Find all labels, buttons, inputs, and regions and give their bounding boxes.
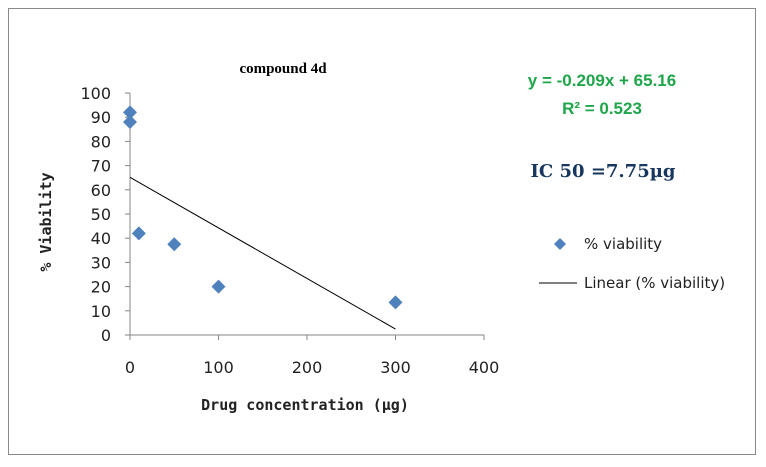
data-point-3 xyxy=(167,237,182,252)
data-point-4 xyxy=(211,279,226,294)
x-axis-label: Drug concentration (µg) xyxy=(201,396,409,414)
trendline xyxy=(129,176,396,330)
r-squared-label: R² = 0.523 xyxy=(562,99,642,118)
x-tick-label: 300 xyxy=(380,358,411,377)
legend-marker-diamond xyxy=(554,238,566,250)
data-point-2 xyxy=(131,226,146,241)
x-tick-label: 200 xyxy=(292,358,323,377)
legend-label-linear: Linear (% viability) xyxy=(584,274,725,292)
y-tick-label: 20 xyxy=(91,278,111,297)
data-points xyxy=(123,105,403,310)
x-tick-label: 400 xyxy=(469,358,500,377)
y-axis-ticks: 0 10 20 30 40 50 60 70 80 90 100 xyxy=(80,84,130,345)
ic50-label: IC 50 =7.75µg xyxy=(530,161,675,182)
y-tick-label: 0 xyxy=(101,326,111,345)
data-point-5 xyxy=(388,295,403,310)
chart-frame xyxy=(8,8,756,455)
trendline-equation: y = -0.209x + 65.16 xyxy=(528,71,676,90)
y-tick-label: 90 xyxy=(91,108,111,127)
y-tick-label: 50 xyxy=(91,205,111,224)
legend-label-viability: % viability xyxy=(584,235,662,253)
data-point-0 xyxy=(123,105,137,120)
y-axis-label: % Viability xyxy=(37,172,55,271)
y-tick-label: 10 xyxy=(91,302,111,321)
x-tick-label: 100 xyxy=(203,358,234,377)
data-point-1 xyxy=(123,115,137,130)
x-tick-label: 0 xyxy=(125,358,135,377)
x-axis-ticks: 0 100 200 300 400 xyxy=(125,335,499,377)
y-tick-label: 60 xyxy=(91,181,111,200)
chart-title: compound 4d xyxy=(239,61,327,77)
y-tick-label: 70 xyxy=(91,157,111,176)
y-tick-label: 100 xyxy=(80,84,111,103)
y-tick-label: 40 xyxy=(91,229,111,248)
y-tick-label: 30 xyxy=(91,253,111,272)
y-tick-label: 80 xyxy=(91,132,111,151)
